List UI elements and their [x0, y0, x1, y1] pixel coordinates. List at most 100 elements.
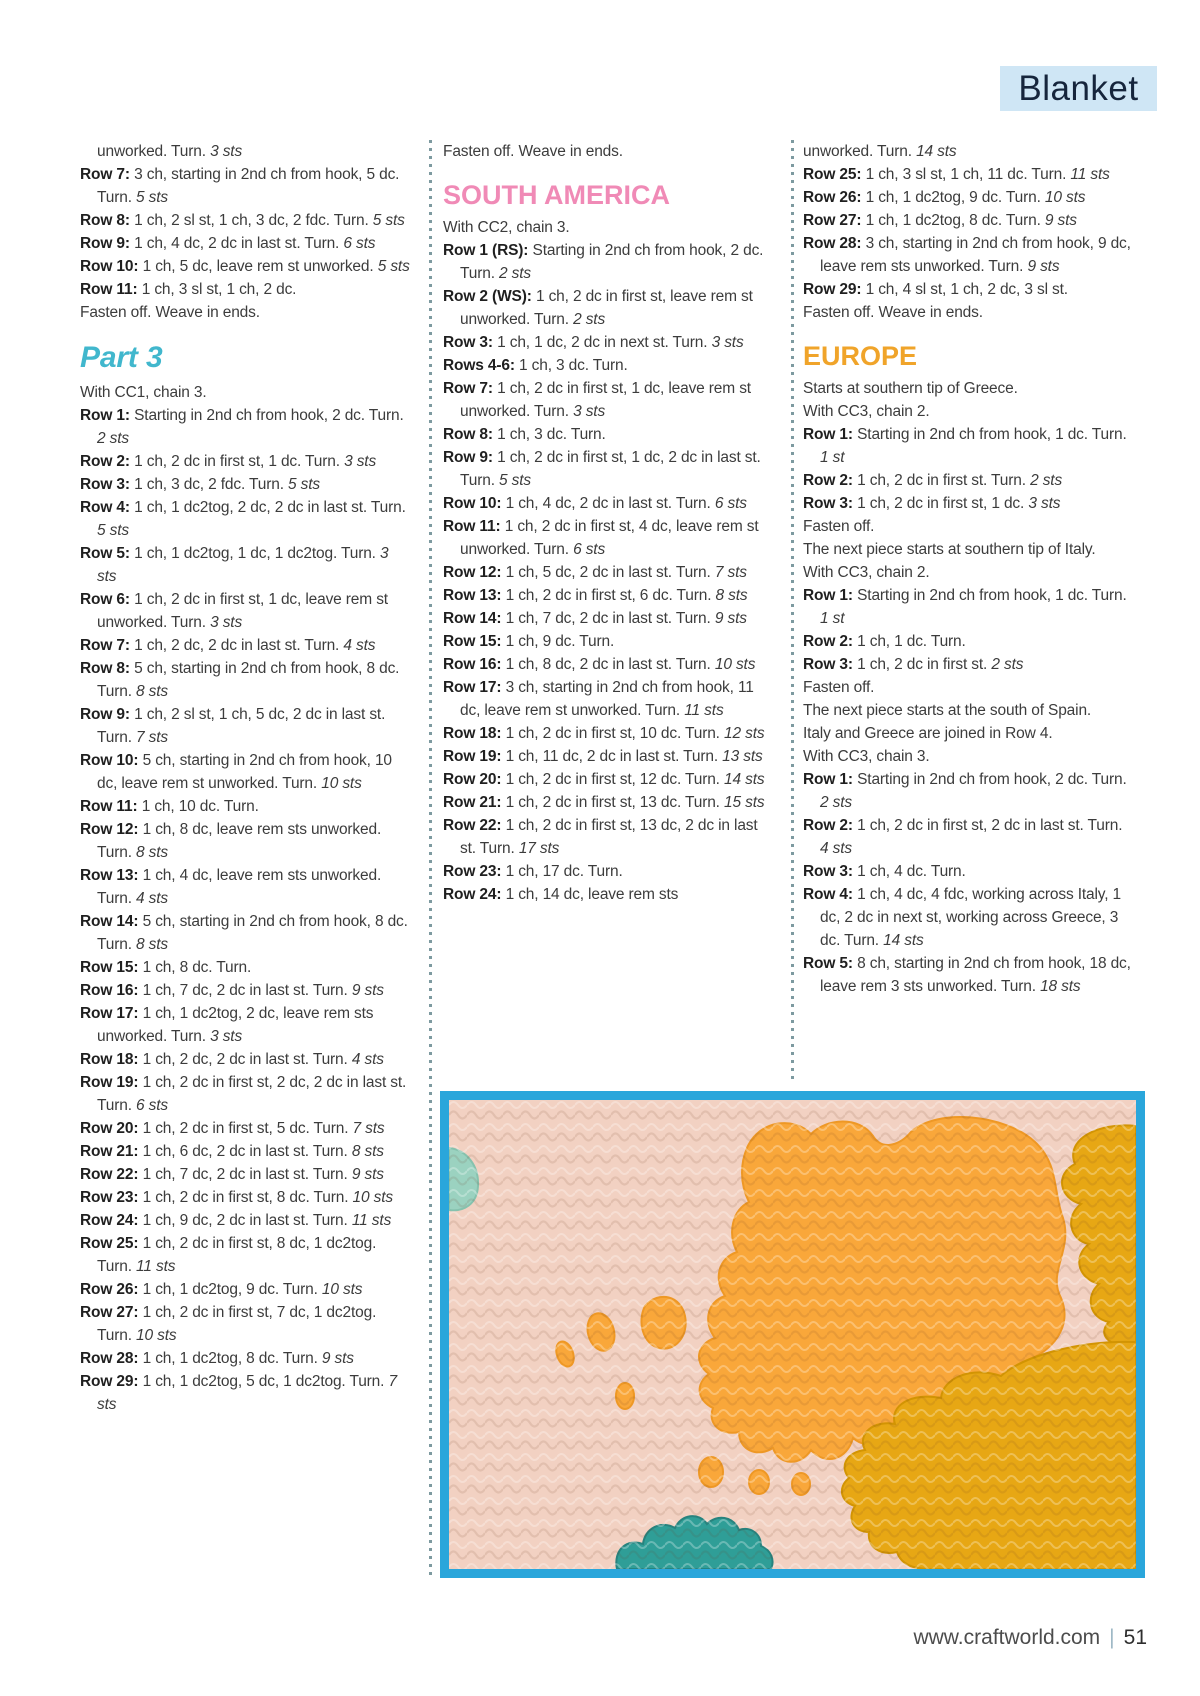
pattern-row: Row 20: 1 ch, 2 dc in first st, 12 dc. T… [443, 771, 765, 789]
column-divider-dotted [429, 140, 432, 1578]
pattern-row: Row 28: 1 ch, 1 dc2tog, 8 dc. Turn. 9 st… [80, 1349, 354, 1367]
pattern-row: Row 28: 3 ch, starting in 2nd ch from ho… [803, 235, 1131, 275]
pattern-row: Row 1: Starting in 2nd ch from hook, 2 d… [803, 771, 1127, 812]
pattern-row: Row 27: 1 ch, 1 dc2tog, 8 dc. Turn. 9 st… [803, 212, 1077, 229]
page-number: 51 [1123, 1626, 1147, 1649]
pattern-row: Row 27: 1 ch, 2 dc in first st, 7 dc, 1 … [80, 1303, 377, 1344]
pattern-row: Row 22: 1 ch, 7 dc, 2 dc in last st. Tur… [80, 1165, 384, 1183]
pattern-row: Row 7: 3 ch, starting in 2nd ch from hoo… [80, 166, 400, 206]
pattern-row: Row 13: 1 ch, 2 dc in first st, 6 dc. Tu… [443, 587, 748, 605]
column-divider-dotted [791, 140, 794, 1080]
pattern-row: Row 12: 1 ch, 5 dc, 2 dc in last st. Tur… [443, 564, 747, 582]
pattern-note: With CC3, chain 3. [803, 748, 930, 766]
pattern-row: Row 18: 1 ch, 2 dc, 2 dc in last st. Tur… [80, 1050, 384, 1068]
pattern-row: Row 26: 1 ch, 1 dc2tog, 9 dc. Turn. 10 s… [803, 189, 1086, 206]
pattern-row: Row 9: 1 ch, 2 sl st, 1 ch, 5 dc, 2 dc i… [80, 705, 386, 746]
pattern-row: Row 16: 1 ch, 7 dc, 2 dc in last st. Tur… [80, 981, 384, 999]
pattern-row: Row 23: 1 ch, 2 dc in first st, 8 dc. Tu… [80, 1188, 394, 1206]
pattern-row: Row 21: 1 ch, 6 dc, 2 dc in last st. Tur… [80, 1142, 384, 1160]
pattern-row: Row 16: 1 ch, 8 dc, 2 dc in last st. Tur… [443, 656, 756, 674]
pattern-row: Row 8: 1 ch, 3 dc. Turn. [443, 426, 606, 444]
section-heading-europe: EUROPE [803, 341, 918, 371]
pattern-row: Row 2: 1 ch, 2 dc in first st, 1 dc. Tur… [80, 452, 377, 470]
pattern-row: Row 19: 1 ch, 11 dc, 2 dc in last st. Tu… [443, 748, 763, 766]
pattern-row: Row 7: 1 ch, 2 dc, 2 dc in last st. Turn… [80, 636, 376, 654]
crochet-texture-overlay [449, 1100, 1136, 1569]
footer-separator: | [1109, 1626, 1115, 1649]
pattern-row: Row 2: 1 ch, 2 dc in first st. Turn. 2 s… [803, 472, 1063, 490]
pattern-row: Row 8: 1 ch, 2 sl st, 1 ch, 3 dc, 2 fdc.… [80, 212, 405, 229]
pattern-row: Row 25: 1 ch, 3 sl st, 1 ch, 11 dc. Turn… [803, 166, 1110, 183]
pattern-note: Fasten off. [803, 679, 875, 697]
pattern-row: Row 25: 1 ch, 2 dc in first st, 8 dc, 1 … [80, 1234, 377, 1275]
pattern-row: Row 24: 1 ch, 9 dc, 2 dc in last st. Tur… [80, 1211, 392, 1229]
pattern-row: Row 24: 1 ch, 14 dc, leave rem sts [443, 886, 679, 904]
pattern-note: The next piece starts at the south of Sp… [803, 702, 1092, 720]
pattern-note: With CC1, chain 3. [80, 383, 207, 401]
pattern-row: Row 6: 1 ch, 2 dc in first st, 1 dc, lea… [80, 590, 388, 631]
pattern-row: Row 7: 1 ch, 2 dc in first st, 1 dc, lea… [443, 380, 751, 421]
pattern-row: Row 17: 1 ch, 1 dc2tog, 2 dc, leave rem … [80, 1004, 374, 1045]
pattern-row-continuation: unworked. Turn. 3 sts [97, 143, 243, 160]
pattern-column-2: Fasten off. Weave in ends. SOUTH AMERICA W… [443, 140, 775, 906]
pattern-row: Row 1 (RS): Starting in 2nd ch from hook… [443, 242, 764, 283]
pattern-row: Row 2: 1 ch, 1 dc. Turn. [803, 633, 966, 651]
pattern-column-3: unworked. Turn. 14 sts Row 25: 1 ch, 3 sl… [803, 140, 1135, 998]
pattern-row: Row 2 (WS): 1 ch, 2 dc in first st, leav… [443, 288, 753, 329]
pattern-note: With CC3, chain 2. [803, 564, 930, 582]
pattern-note: The next piece starts at southern tip of… [803, 541, 1096, 559]
pattern-row: Row 23: 1 ch, 17 dc. Turn. [443, 863, 623, 881]
pattern-row: Row 29: 1 ch, 4 sl st, 1 ch, 2 dc, 3 sl … [803, 281, 1068, 298]
pattern-note: Fasten off. Weave in ends. [803, 304, 983, 321]
pattern-row: Row 15: 1 ch, 8 dc. Turn. [80, 958, 252, 976]
pattern-row: Row 1: Starting in 2nd ch from hook, 1 d… [803, 426, 1127, 467]
section-heading-south-america: SOUTH AMERICA [443, 180, 670, 210]
pattern-note: Fasten off. Weave in ends. [443, 143, 623, 160]
pattern-row: Row 22: 1 ch, 2 dc in first st, 13 dc, 2… [443, 817, 758, 858]
pattern-note: Fasten off. Weave in ends. [80, 304, 260, 321]
pattern-row-continuation: unworked. Turn. 14 sts [803, 143, 957, 160]
pattern-row: Row 4: 1 ch, 4 dc, 4 fdc, working across… [803, 886, 1122, 950]
pattern-row: Row 5: 1 ch, 1 dc2tog, 1 dc, 1 dc2tog. T… [80, 544, 389, 585]
pattern-row: Row 3: 1 ch, 2 dc in first st, 1 dc. 3 s… [803, 495, 1061, 513]
section-heading-part-3: Part 3 [80, 341, 163, 374]
pattern-row: Row 3: 1 ch, 3 dc, 2 fdc. Turn. 5 sts [80, 475, 321, 493]
pattern-row: Row 3: 1 ch, 4 dc. Turn. [803, 863, 966, 881]
pattern-row: Row 12: 1 ch, 8 dc, leave rem sts unwork… [80, 820, 382, 861]
pattern-row: Row 11: 1 ch, 10 dc. Turn. [80, 797, 259, 815]
pattern-row: Row 29: 1 ch, 1 dc2tog, 5 dc, 1 dc2tog. … [80, 1372, 397, 1413]
pattern-row: Row 2: 1 ch, 2 dc in first st, 2 dc in l… [803, 817, 1123, 858]
pattern-row: Row 17: 3 ch, starting in 2nd ch from ho… [443, 679, 754, 720]
pattern-row: Row 21: 1 ch, 2 dc in first st, 13 dc. T… [443, 794, 765, 812]
pattern-row: Rows 4-6: 1 ch, 3 dc. Turn. [443, 357, 628, 375]
pattern-note: With CC2, chain 3. [443, 219, 570, 237]
pattern-row: Row 11: 1 ch, 3 sl st, 1 ch, 2 dc. [80, 281, 297, 298]
pattern-row: Row 15: 1 ch, 9 dc. Turn. [443, 633, 615, 651]
pattern-row: Row 18: 1 ch, 2 dc in first st, 10 dc. T… [443, 725, 765, 743]
pattern-row: Row 19: 1 ch, 2 dc in first st, 2 dc, 2 … [80, 1073, 407, 1114]
crochet-map-image [449, 1100, 1136, 1569]
pattern-row: Row 14: 1 ch, 7 dc, 2 dc in last st. Tur… [443, 610, 747, 628]
crochet-photo [440, 1091, 1145, 1578]
pattern-row: Row 10: 5 ch, starting in 2nd ch from ho… [80, 751, 392, 792]
page-footer: www.craftworld.com | 51 [913, 1626, 1147, 1650]
pattern-note: Fasten off. [803, 518, 875, 536]
pattern-row: Row 11: 1 ch, 2 dc in first st, 4 dc, le… [443, 518, 759, 559]
pattern-row: Row 20: 1 ch, 2 dc in first st, 5 dc. Tu… [80, 1119, 385, 1137]
pattern-row: Row 13: 1 ch, 4 dc, leave rem sts unwork… [80, 866, 382, 907]
pattern-row: Row 8: 5 ch, starting in 2nd ch from hoo… [80, 659, 400, 700]
pattern-note: Starts at southern tip of Greece. [803, 380, 1018, 398]
pattern-row: Row 10: 1 ch, 4 dc, 2 dc in last st. Tur… [443, 495, 747, 513]
pattern-note: Italy and Greece are joined in Row 4. [803, 725, 1053, 743]
pattern-column-1: unworked. Turn. 3 sts Row 7: 3 ch, starti… [80, 140, 410, 1416]
pattern-row: Row 9: 1 ch, 2 dc in first st, 1 dc, 2 d… [443, 449, 761, 490]
pattern-row: Row 3: 1 ch, 1 dc, 2 dc in next st. Turn… [443, 334, 744, 352]
pattern-row: Row 1: Starting in 2nd ch from hook, 2 d… [80, 406, 404, 447]
footer-url: www.craftworld.com [913, 1626, 1101, 1649]
pattern-row: Row 4: 1 ch, 1 dc2tog, 2 dc, 2 dc in las… [80, 498, 406, 539]
pattern-row: Row 26: 1 ch, 1 dc2tog, 9 dc. Turn. 10 s… [80, 1280, 363, 1298]
pattern-row: Row 5: 8 ch, starting in 2nd ch from hoo… [803, 955, 1131, 996]
pattern-row: Row 3: 1 ch, 2 dc in first st. 2 sts [803, 656, 1024, 674]
pattern-note: With CC3, chain 2. [803, 403, 930, 421]
section-tab: Blanket [1000, 66, 1157, 111]
